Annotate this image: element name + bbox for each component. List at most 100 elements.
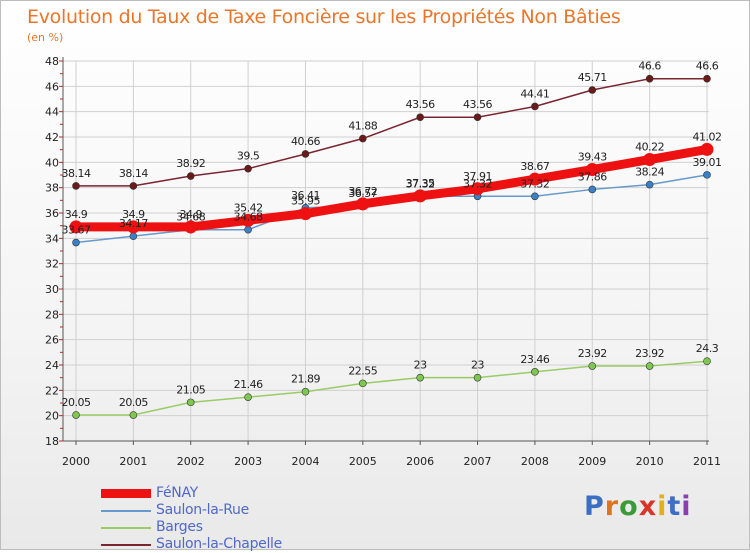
data-point [356,197,370,211]
data-point [244,393,252,401]
data-label: 37.32 [406,177,435,190]
data-label: 21.46 [234,378,263,391]
data-point [359,134,367,143]
logo-letter: r [604,491,620,522]
legend-swatch [101,509,151,512]
data-label: 44.41 [520,87,549,100]
data-point [531,192,539,201]
data-label: 38.14 [119,167,148,180]
x-tick-label: 2001 [119,455,147,468]
data-label: 34.68 [176,211,205,224]
data-label: 24.3 [696,342,719,355]
data-point [703,171,711,179]
chart-title: Evolution du Taux de Taxe Foncière sur l… [27,6,621,28]
data-point [129,232,138,240]
data-labels: 38.14 38.14 38.92 39.5 40.66 41.88 43.56 43.56 4… [62,60,723,409]
data-point [471,182,485,196]
data-point [72,182,80,190]
data-label: 34.68 [234,211,263,224]
y-tick-label: 34 [45,232,59,245]
logo-letter: P [584,491,605,522]
data-label: 43.56 [406,98,435,111]
data-label: 39.43 [578,151,607,164]
data-label: 41.88 [348,120,377,133]
y-tick-label: 38 [45,182,59,195]
data-point [645,362,654,370]
data-point [298,207,312,221]
data-label: 34.17 [119,217,148,230]
series-layer [69,74,714,419]
data-label: 36.57 [348,187,377,200]
logo-letter: x [638,491,658,522]
legend-label: FéNAY [156,485,198,501]
data-label: 20.05 [62,396,91,409]
data-label: 34.9 [179,208,202,221]
data-point [703,357,711,366]
data-point [645,74,654,83]
data-point [244,164,252,173]
data-point [585,163,599,177]
data-point [588,86,597,94]
legend-swatch [101,543,151,546]
data-label: 23.92 [578,347,607,360]
data-point [416,113,424,122]
data-point [700,142,714,156]
data-label: 34.9 [65,208,88,221]
data-label: 22.55 [348,364,377,377]
data-label: 23.46 [520,353,549,366]
data-point [416,373,424,382]
data-point [72,238,80,247]
y-tick-label: 32 [45,258,59,271]
axes: 18 20 22 24 26 28 30 32 34 36 38 40 42 44 46 48 2000 2001… [45,55,721,468]
data-label: 36.72 [348,185,377,198]
data-label: 34.9 [122,208,145,221]
data-point [528,172,542,186]
data-point [186,398,195,407]
data-point [184,220,198,234]
x-tick-label: 2008 [521,455,549,468]
data-point [72,411,80,419]
x-tick-label: 2003 [234,455,262,468]
data-label: 39.01 [693,156,722,169]
y-tick-label: 28 [45,308,59,321]
data-point [531,368,539,376]
data-label: 37.35 [406,177,435,190]
data-point [645,180,654,189]
data-point [588,185,597,194]
x-tick-label: 2000 [62,455,90,468]
series-line-0 [75,77,708,187]
data-label: 20.05 [119,396,148,409]
y-tick-label: 24 [45,359,59,372]
data-point [301,387,310,396]
grid [63,60,709,442]
data-point [129,411,138,419]
data-point [241,213,255,227]
data-label: 35.42 [234,201,263,214]
data-label: 38.92 [176,157,205,170]
data-label: 21.05 [176,383,205,396]
y-tick-label: 48 [45,55,59,68]
data-point [643,153,657,167]
legend-swatch [101,489,151,498]
data-label: 21.89 [291,373,320,386]
logo-letter: i [681,491,692,522]
data-label: 23 [414,359,427,372]
series-line-2 [71,144,712,232]
data-point [244,225,252,234]
chart-unit-label: (en %) [27,31,64,44]
y-tick-label: 46 [45,80,59,93]
data-label: 38.14 [62,167,91,180]
x-tick-label: 2006 [406,455,434,468]
data-label: 36.41 [291,189,320,202]
x-tick-label: 2004 [291,455,319,468]
data-label: 40.66 [291,135,320,148]
data-label: 23.92 [635,347,664,360]
y-tick-label: 18 [45,435,59,448]
data-point [473,113,482,122]
y-tick-label: 20 [45,410,59,423]
data-label: 35.95 [291,195,320,208]
logo-letter: i [657,491,668,522]
data-point [186,172,195,180]
data-point [126,220,140,234]
